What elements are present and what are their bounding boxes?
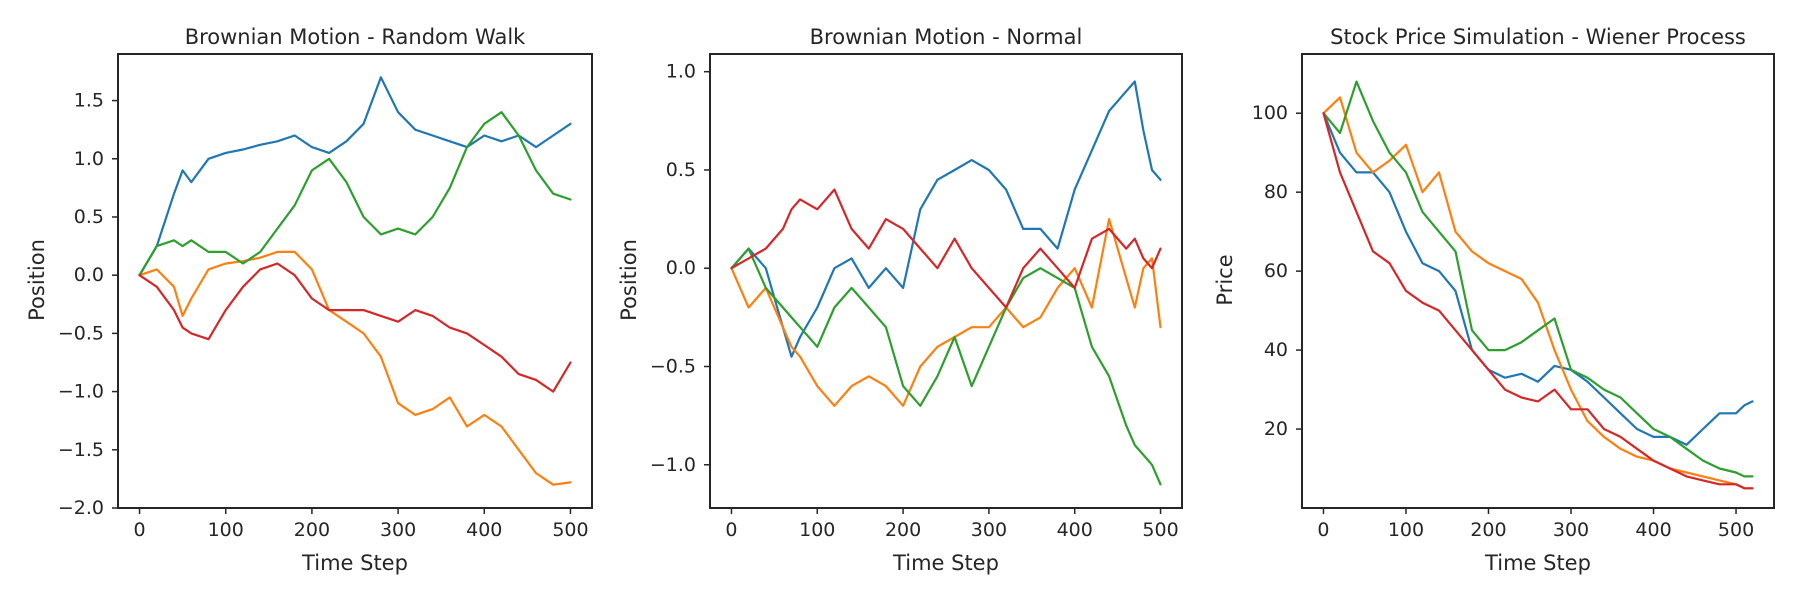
y-axis-label: Position bbox=[617, 239, 641, 321]
y-tick-label: 0.5 bbox=[666, 159, 696, 181]
y-tick-label: −1.0 bbox=[58, 381, 104, 403]
x-tick-label: 200 bbox=[294, 519, 330, 541]
y-tick-label: −2.0 bbox=[58, 497, 104, 519]
y-tick-label: −0.5 bbox=[650, 355, 696, 377]
chart-normal: Brownian Motion - Normal Time Step Posit… bbox=[617, 25, 1183, 575]
series-line-1 bbox=[1322, 112, 1754, 446]
series-line-2 bbox=[138, 250, 572, 486]
x-tick-label: 200 bbox=[885, 519, 921, 541]
series-line-4 bbox=[1322, 112, 1754, 490]
x-tick-label: 300 bbox=[1553, 519, 1589, 541]
series-line-2 bbox=[730, 218, 1162, 407]
chart-stock-price: Stock Price Simulation - Wiener Process … bbox=[1213, 25, 1775, 575]
y-tick-label: −0.5 bbox=[58, 322, 104, 344]
x-tick-label: 500 bbox=[552, 519, 588, 541]
x-tick-label: 500 bbox=[1718, 519, 1754, 541]
y-tick-label: 0.5 bbox=[74, 206, 104, 228]
y-tick-label: 40 bbox=[1264, 339, 1288, 361]
series-line-2 bbox=[1322, 96, 1754, 490]
chart-title: Brownian Motion - Random Walk bbox=[185, 25, 526, 49]
series-line-3 bbox=[138, 111, 572, 277]
x-tick-label: 400 bbox=[1635, 519, 1671, 541]
x-tick-label: 200 bbox=[1470, 519, 1506, 541]
plot-frame bbox=[1301, 53, 1775, 509]
y-tick-label: 1.0 bbox=[74, 148, 104, 170]
y-tick-label: −1.0 bbox=[650, 454, 696, 476]
y-tick-label: 1.5 bbox=[74, 90, 104, 112]
chart-random-walk: Brownian Motion - Random Walk Time Step … bbox=[25, 25, 593, 575]
y-tick-label: 100 bbox=[1252, 102, 1288, 124]
x-tick-label: 100 bbox=[208, 519, 244, 541]
y-tick-label: 60 bbox=[1264, 260, 1288, 282]
x-tick-label: 500 bbox=[1142, 519, 1178, 541]
x-axis-label: Time Step bbox=[301, 551, 408, 575]
series-line-3 bbox=[1322, 80, 1754, 478]
chart-title: Stock Price Simulation - Wiener Process bbox=[1330, 25, 1746, 49]
series-line-1 bbox=[138, 76, 572, 277]
x-axis-label: Time Step bbox=[892, 551, 999, 575]
x-tick-label: 0 bbox=[1317, 519, 1329, 541]
x-tick-label: 300 bbox=[380, 519, 416, 541]
series-line-4 bbox=[730, 188, 1162, 309]
series-line-3 bbox=[730, 247, 1162, 486]
plot-frame bbox=[117, 53, 593, 509]
chart-title: Brownian Motion - Normal bbox=[810, 25, 1083, 49]
x-tick-label: 100 bbox=[799, 519, 835, 541]
y-axis-label: Price bbox=[1213, 254, 1237, 305]
x-tick-label: 400 bbox=[1057, 519, 1093, 541]
series-line-4 bbox=[138, 262, 572, 393]
y-tick-label: −1.5 bbox=[58, 439, 104, 461]
y-axis-label: Position bbox=[25, 239, 49, 321]
x-tick-label: 300 bbox=[971, 519, 1007, 541]
x-axis-label: Time Step bbox=[1484, 551, 1591, 575]
y-tick-label: 1.0 bbox=[666, 61, 696, 83]
x-tick-label: 100 bbox=[1388, 519, 1424, 541]
y-tick-label: 20 bbox=[1264, 418, 1288, 440]
series-line-1 bbox=[730, 80, 1162, 358]
x-tick-label: 0 bbox=[133, 519, 145, 541]
y-tick-label: 0.0 bbox=[74, 264, 104, 286]
y-tick-label: 80 bbox=[1264, 181, 1288, 203]
plot-frame bbox=[709, 53, 1183, 509]
x-tick-label: 400 bbox=[466, 519, 502, 541]
y-tick-label: 0.0 bbox=[666, 257, 696, 279]
x-tick-label: 0 bbox=[725, 519, 737, 541]
